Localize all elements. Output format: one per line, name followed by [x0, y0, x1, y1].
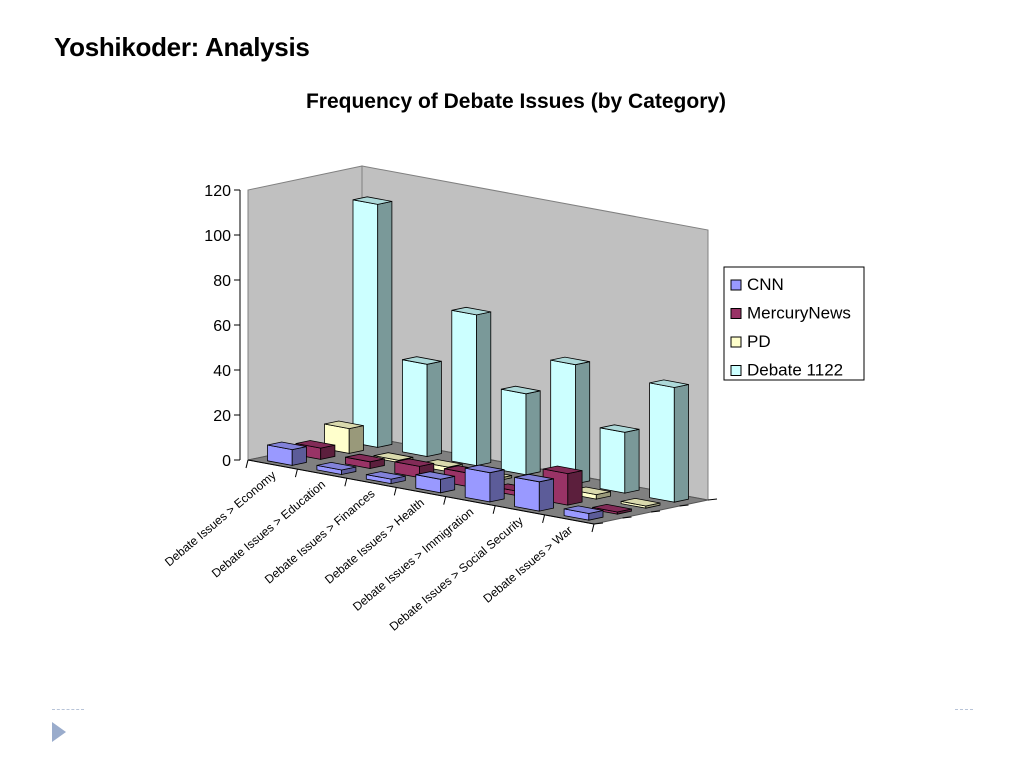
x-tick: [591, 523, 595, 533]
bar-cnn: [267, 441, 307, 466]
bar-cnn: [316, 461, 357, 475]
y-tick-label: 120: [204, 183, 231, 200]
x-category-label: Debate Issues > Health: [322, 496, 427, 587]
x-tick: [393, 487, 397, 496]
bar-cnn: [514, 473, 554, 512]
bar-debate-1122: [500, 385, 541, 476]
bar-debate-1122: [401, 356, 442, 457]
depth-tick: [622, 516, 632, 519]
x-tick: [492, 505, 496, 514]
y-tick-label: 80: [213, 273, 231, 290]
legend-swatch: [730, 336, 742, 348]
bar-cnn: [563, 505, 604, 521]
x-category-label: Debate Issues > Finances: [262, 486, 378, 586]
x-tick: [542, 514, 546, 523]
x-tick: [443, 496, 447, 505]
legend-label: PD: [747, 332, 771, 351]
legend-label: CNN: [747, 275, 784, 294]
y-axis: 0 20 40 60 80 100 120: [204, 183, 241, 470]
x-tick: [344, 478, 348, 487]
legend-box: [723, 266, 865, 381]
x-tick: [294, 469, 298, 478]
footer-divider-right: [955, 709, 973, 710]
legend-swatch: [730, 279, 742, 291]
chart-bars: [267, 196, 689, 521]
x-category-label: Debate Issues > Economy: [162, 468, 279, 569]
y-tick-label: 0: [222, 453, 231, 470]
x-category-label: Debate Issues > Education: [209, 477, 328, 580]
legend-swatch: [730, 308, 742, 319]
bar-mercurynews: [592, 503, 632, 515]
bar-cnn: [464, 464, 505, 503]
y-tick-label: 100: [204, 228, 231, 245]
y-tick-label: 20: [213, 408, 231, 425]
footer-divider-left: [52, 709, 84, 710]
legend-label: Debate 1122: [747, 361, 843, 380]
next-slide-arrow-icon[interactable]: [52, 722, 66, 742]
bar-debate-1122: [451, 306, 492, 467]
bar-cnn: [365, 471, 406, 485]
bar-debate-1122: [550, 356, 591, 485]
depth-tick: [593, 522, 604, 525]
bar-debate-1122: [599, 424, 640, 494]
chart-title: Frequency of Debate Issues (by Category): [306, 90, 726, 113]
bar-cnn: [415, 471, 456, 494]
legend-swatch: [730, 365, 742, 376]
depth-tick: [650, 510, 661, 513]
slide-title: Yoshikoder: Analysis: [54, 32, 310, 62]
bar-debate-1122: [352, 196, 393, 448]
bar-mercurynews: [344, 453, 385, 469]
depth-tick: [707, 498, 718, 501]
y-tick-label: 40: [213, 363, 231, 380]
y-tick-label: 60: [213, 318, 231, 335]
bar-debate-1122: [649, 379, 689, 503]
bar-pd: [620, 497, 661, 509]
depth-tick: [679, 504, 689, 507]
legend-label: MercuryNews: [747, 304, 851, 323]
chart-legend: CNN MercuryNews PD Debate 1122: [723, 266, 865, 381]
x-tick: [245, 459, 249, 469]
side-wall: [247, 165, 363, 461]
x-axis-line: [247, 459, 595, 525]
x-category-label: Debate Issues > Immigration: [350, 505, 476, 614]
